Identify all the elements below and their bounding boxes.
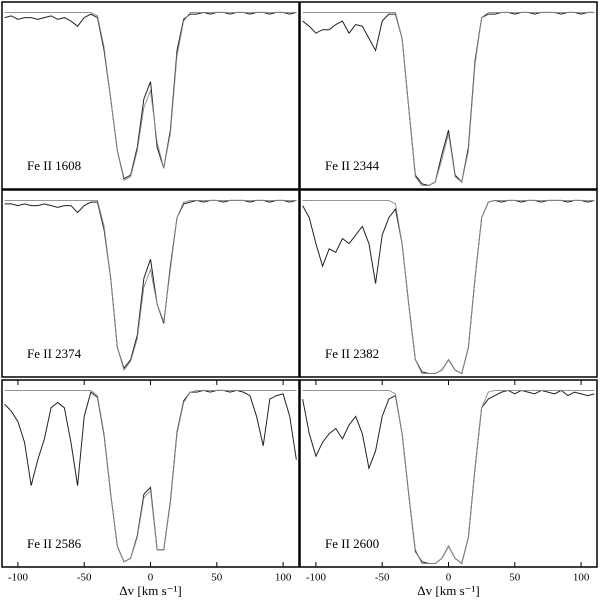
spectrum-line <box>4 199 297 370</box>
spectrum-line <box>4 389 297 563</box>
panel-frame <box>299 189 598 378</box>
spectrum-line <box>4 199 297 372</box>
panel-label: Fe II 1608 <box>27 158 81 173</box>
spectrum-line <box>302 389 595 565</box>
spectrum-line <box>4 11 297 182</box>
x-tick-label: -50 <box>77 572 92 584</box>
x-tick-label: -50 <box>375 572 390 584</box>
panel-frame <box>299 1 598 190</box>
x-tick-label: 0 <box>446 572 452 584</box>
x-axis-label: Δv [km s⁻¹] <box>417 583 479 598</box>
panel-label: Fe II 2586 <box>27 536 82 551</box>
panel-label: Fe II 2374 <box>27 346 82 361</box>
x-tick-label: -100 <box>8 572 29 584</box>
spectrum-line <box>302 199 595 375</box>
spectrum-line <box>4 11 297 180</box>
spectrum-line <box>4 389 297 563</box>
panel-label: Fe II 2344 <box>325 158 380 173</box>
x-tick-label: 0 <box>148 572 154 584</box>
x-tick-label: 50 <box>509 572 521 584</box>
x-axis-label: Δv [km s⁻¹] <box>119 583 181 598</box>
panel-label: Fe II 2382 <box>325 346 379 361</box>
panel-label: Fe II 2600 <box>325 536 379 551</box>
panel-frame <box>1 189 300 378</box>
x-tick-label: -100 <box>306 572 327 584</box>
panel-frame <box>1 1 300 190</box>
spectrum-line <box>302 11 595 186</box>
x-tick-label: 100 <box>573 572 590 584</box>
x-tick-label: 100 <box>275 572 292 584</box>
x-tick-label: 50 <box>211 572 223 584</box>
